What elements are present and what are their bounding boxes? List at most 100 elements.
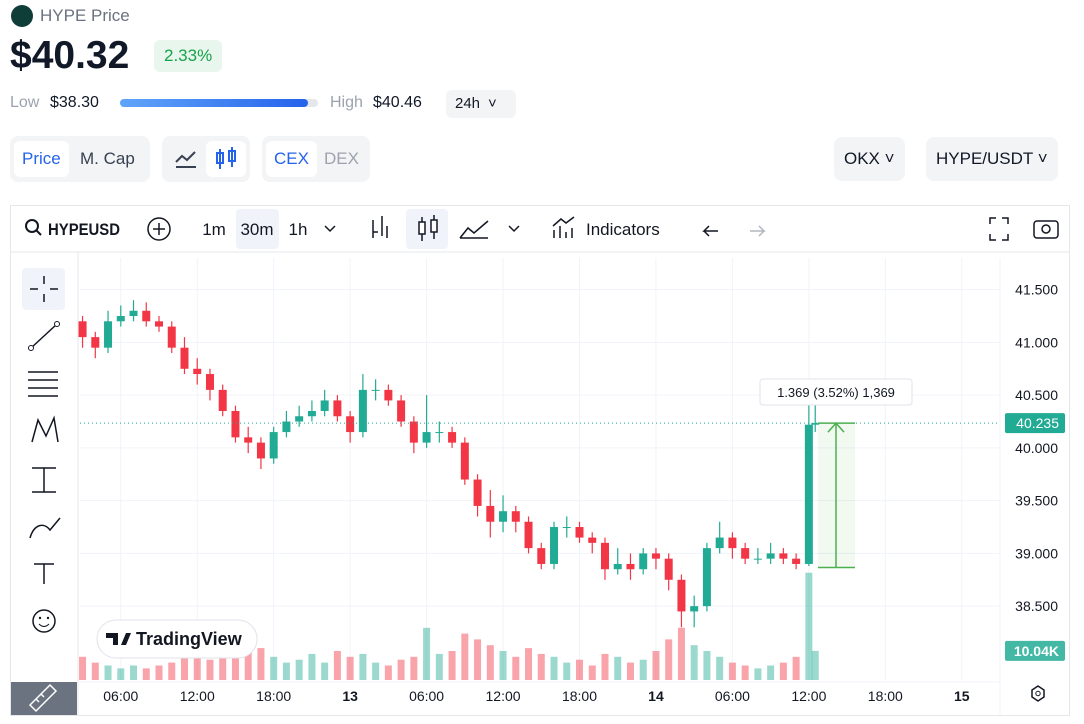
text-tool[interactable] <box>34 563 54 584</box>
volume-bar <box>525 648 533 680</box>
indicators-icon[interactable] <box>552 216 575 238</box>
volume-bar <box>257 648 265 680</box>
volume-bar <box>779 662 787 680</box>
volume-bar <box>588 665 596 680</box>
volume-bar <box>601 653 609 680</box>
candle-body <box>333 400 342 417</box>
candle-body <box>575 527 584 538</box>
y-tick-label: 41.000 <box>1015 334 1058 350</box>
volume-bar <box>576 659 584 680</box>
crosshair-tool[interactable] <box>30 276 58 302</box>
candle-body <box>307 410 316 417</box>
candle-body <box>728 537 737 549</box>
pattern-tool[interactable] <box>31 415 59 443</box>
bars-icon[interactable] <box>372 216 388 238</box>
candle-body <box>600 542 609 570</box>
chart: HYPEUSD 1m 30m 1h Indicators 38.500 39.00… <box>10 205 1070 716</box>
trendline-tool[interactable] <box>30 323 58 349</box>
ruler-tool[interactable] <box>28 683 58 713</box>
search-icon[interactable] <box>25 219 39 233</box>
volume-bar <box>474 639 482 680</box>
add-icon[interactable] <box>147 217 171 241</box>
volume-bar <box>142 668 150 680</box>
fib-tool[interactable] <box>28 371 58 397</box>
style-dropdown[interactable] <box>508 225 520 233</box>
redo-icon <box>750 225 766 237</box>
volume-bar <box>639 659 647 680</box>
symbol[interactable]: HYPEUSD <box>48 220 120 239</box>
x-tick-label: 14 <box>648 688 664 704</box>
volume-bar <box>435 653 443 680</box>
candle-icon[interactable] <box>418 221 426 235</box>
interval-selected <box>236 209 279 249</box>
candle-body <box>511 511 520 522</box>
exchange-select[interactable]: OKX ˅ <box>834 137 905 181</box>
brush-tool[interactable] <box>29 517 61 539</box>
area-icon[interactable] <box>459 220 489 239</box>
range-text: 24h <box>455 95 481 112</box>
last-price-tag <box>1005 413 1065 434</box>
volume-bar <box>79 656 87 680</box>
volume-bar <box>333 651 341 680</box>
candle-body <box>384 389 393 401</box>
candle-body <box>804 424 813 564</box>
candle-body <box>142 310 151 322</box>
volume-bar <box>244 639 252 680</box>
settings-dot <box>1035 690 1041 697</box>
volume-bar <box>270 656 278 680</box>
undo-icon[interactable] <box>702 225 718 237</box>
candle-body <box>537 548 546 564</box>
emoji-tool[interactable] <box>32 609 56 633</box>
measure-arrow <box>827 421 845 568</box>
candle-body <box>741 548 750 559</box>
candle-body <box>155 321 164 327</box>
candle-tab[interactable] <box>206 141 246 177</box>
price: $40.32 <box>10 34 130 77</box>
volume-bar <box>716 656 724 680</box>
tab[interactable]: Price <box>14 141 69 177</box>
x-tick-label: 12:00 <box>180 688 215 704</box>
interval[interactable]: 1m <box>202 220 226 239</box>
measure-label: 1.369 (3.52%) 1,369 <box>777 385 895 400</box>
candle-body <box>766 553 775 559</box>
x-tick-label: 18:00 <box>868 688 903 704</box>
coin-icon <box>11 5 33 27</box>
volume-bar <box>741 665 749 680</box>
volume-bar <box>767 665 775 680</box>
line-icon[interactable] <box>174 148 198 170</box>
candle-body <box>562 527 571 529</box>
candle-body <box>409 421 418 443</box>
range-fill <box>120 99 308 107</box>
candle-body <box>167 326 176 348</box>
volume-bar <box>117 668 125 680</box>
candle-body <box>613 563 622 570</box>
fullscreen-icon[interactable] <box>989 217 1009 241</box>
logo-mark <box>106 633 131 645</box>
candle-body <box>702 548 711 607</box>
range-select[interactable]: 24h ˅ <box>446 90 516 118</box>
tab[interactable]: CEX <box>266 141 317 177</box>
tab[interactable]: M. Cap <box>80 149 135 168</box>
candle-body <box>244 437 253 443</box>
y-tick-label: 38.500 <box>1015 598 1058 614</box>
x-tick-label: 13 <box>342 688 358 704</box>
measure-tool[interactable] <box>32 467 56 493</box>
volume-label: 10.04K <box>1014 643 1059 659</box>
candle-body <box>218 389 227 411</box>
interval-dropdown[interactable] <box>324 225 336 233</box>
candle-body <box>371 389 380 391</box>
volume-bar <box>792 656 800 680</box>
interval[interactable]: 30m <box>240 220 273 239</box>
interval[interactable]: 1h <box>289 220 308 239</box>
volume-bar <box>512 656 520 680</box>
volume-bar <box>703 651 711 680</box>
indicators[interactable]: Indicators <box>586 220 660 239</box>
volume-bar <box>155 665 163 680</box>
camera-icon[interactable] <box>1033 220 1059 239</box>
y-tick-label: 40.000 <box>1015 440 1058 456</box>
pair-select[interactable]: HYPE/USDT ˅ <box>926 137 1058 181</box>
change-badge: 2.33% <box>154 40 223 72</box>
tab[interactable]: DEX <box>324 149 359 168</box>
volume-bar <box>372 662 380 680</box>
volume-bar <box>665 639 673 680</box>
